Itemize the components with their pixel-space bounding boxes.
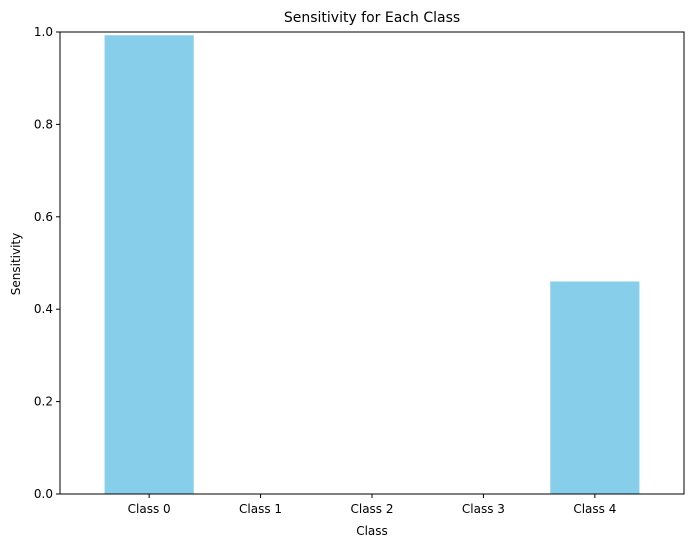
- y-tick-label: 0.8: [34, 117, 53, 131]
- x-tick-label: Class 4: [573, 502, 616, 516]
- y-axis-label: Sensitivity: [9, 233, 23, 295]
- bar-class-4: [550, 281, 640, 494]
- x-tick-label: Class 0: [128, 502, 171, 516]
- x-tick-label: Class 1: [239, 502, 282, 516]
- plot-frame: [59, 31, 685, 495]
- y-tick-label: 0.4: [34, 302, 53, 316]
- x-tick-label: Class 2: [350, 502, 393, 516]
- y-tick-label: 0.6: [34, 210, 53, 224]
- x-tick-label: Class 3: [462, 502, 505, 516]
- y-axis-ticks: 0.0 0.2 0.4 0.6 0.8 1.0: [34, 25, 60, 501]
- x-axis-label: Class: [356, 524, 388, 538]
- y-tick-label: 0.2: [34, 395, 53, 409]
- y-tick-label: 0.0: [34, 487, 53, 501]
- x-axis-ticks: Class 0 Class 1 Class 2 Class 3 Class 4: [128, 494, 616, 516]
- y-tick-label: 1.0: [34, 25, 53, 39]
- chart-title: Sensitivity for Each Class: [284, 10, 460, 26]
- bars-group: [104, 35, 640, 494]
- bar-class-0: [104, 35, 194, 494]
